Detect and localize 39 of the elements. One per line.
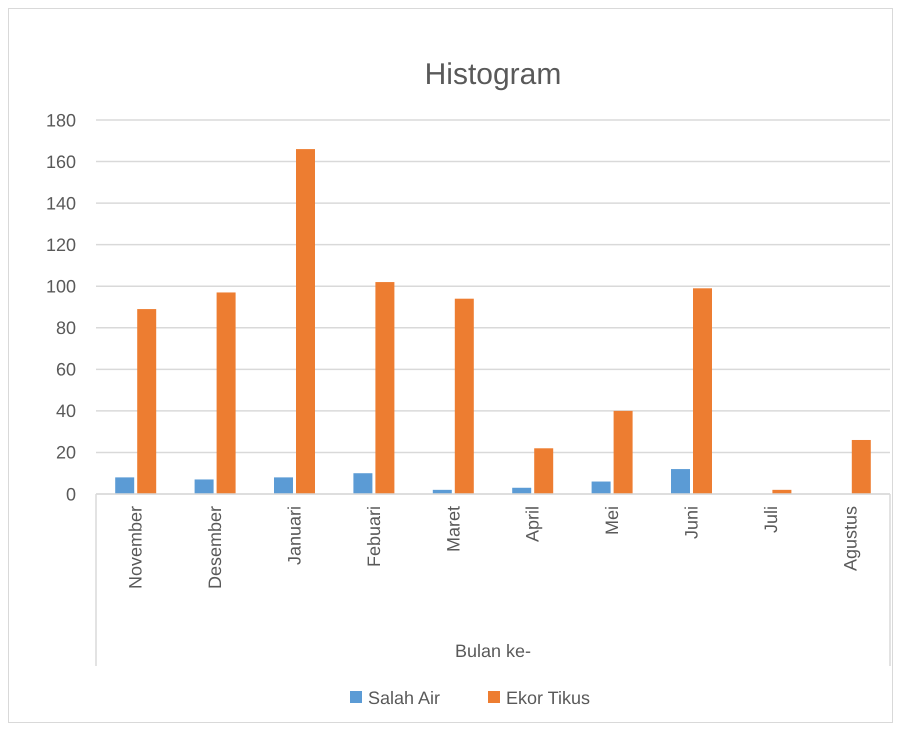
chart-title: Histogram	[424, 58, 562, 91]
legend-label: Ekor Tikus	[506, 688, 590, 708]
bar	[296, 149, 315, 494]
bar	[353, 473, 372, 494]
x-tick-label: Juni	[682, 506, 702, 540]
bar	[216, 292, 236, 494]
y-tick-label: 180	[46, 110, 76, 130]
bar	[614, 410, 633, 494]
x-tick-label: Agustus	[840, 506, 860, 572]
bar	[194, 479, 214, 494]
bar	[671, 469, 690, 494]
bar	[454, 298, 474, 494]
bar	[534, 448, 554, 494]
bar	[115, 477, 134, 494]
legend-label: Salah Air	[368, 688, 440, 708]
y-tick-label: 160	[46, 152, 76, 172]
bar	[137, 309, 156, 494]
x-tick-label: April	[522, 506, 543, 542]
x-tick-label: Desember	[205, 506, 226, 590]
bar	[852, 440, 871, 494]
y-tick-label: 140	[46, 193, 76, 214]
x-axis-title: Bulan ke-	[454, 641, 532, 661]
y-tick-label: 80	[56, 318, 76, 338]
y-tick-label: 20	[56, 442, 76, 463]
x-tick-label: November	[126, 506, 146, 590]
bar	[274, 477, 293, 494]
bar	[693, 288, 712, 494]
bar	[375, 282, 394, 494]
bar	[592, 482, 611, 494]
y-tick-label: 100	[46, 276, 76, 297]
x-tick-label: Mei	[602, 506, 622, 536]
x-tick-label: Juli	[760, 506, 781, 534]
y-tick-label: 120	[46, 234, 76, 255]
y-tick-label: 60	[56, 360, 76, 380]
y-tick-label: 40	[56, 401, 76, 422]
x-tick-label: Maret	[443, 506, 464, 552]
x-tick-label: Febuari	[364, 506, 384, 568]
x-tick-label: Januari	[284, 506, 304, 566]
y-tick-label: 0	[66, 484, 76, 504]
